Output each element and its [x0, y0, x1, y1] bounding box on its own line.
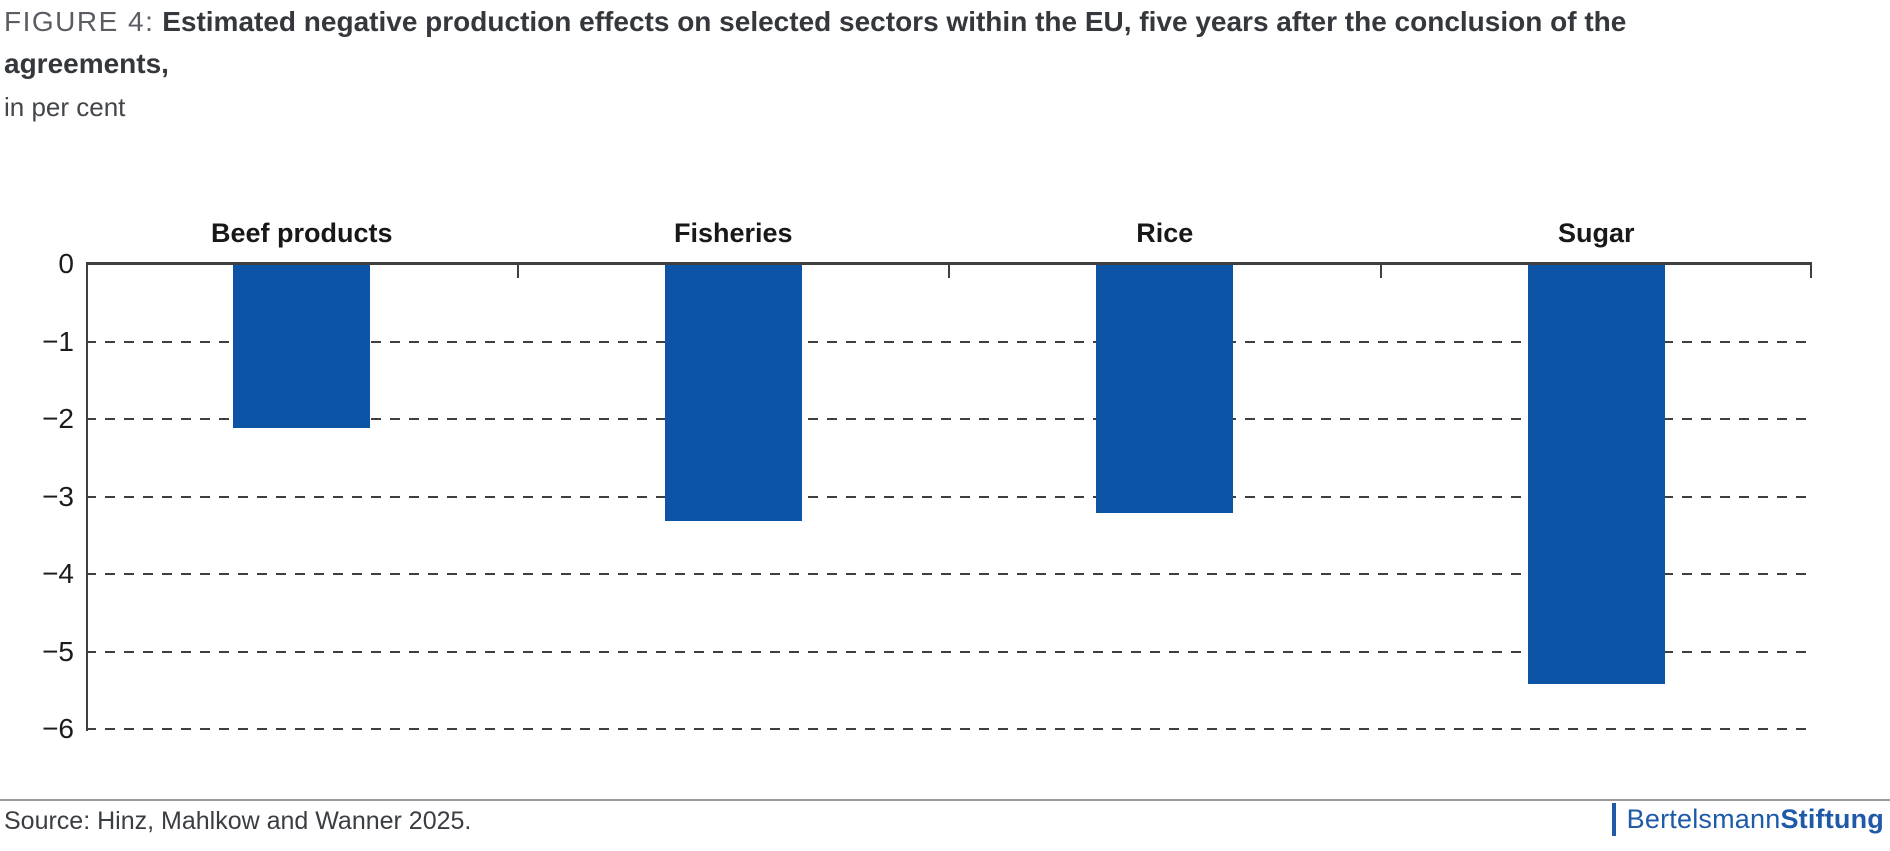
gridline-6 — [86, 728, 1812, 730]
y-tick-label: −1 — [42, 325, 74, 357]
gridline-2 — [86, 418, 1812, 420]
bar-beef-products — [233, 265, 371, 428]
category-label-sugar: Sugar — [1557, 218, 1635, 248]
category-label-rice: Rice — [1136, 218, 1194, 248]
gridline-1 — [86, 340, 1812, 343]
logo-brand-bold: Stiftung — [1780, 804, 1884, 834]
bertelsmann-stiftung-logo: BertelsmannStiftung — [1611, 803, 1884, 836]
footer-divider — [0, 799, 1890, 801]
bar-rice — [1096, 265, 1234, 513]
gridline-4 — [86, 573, 1812, 575]
figure-title-block: FIGURE 4: Estimated negative production … — [4, 1, 1779, 122]
axis-tick — [1379, 265, 1382, 278]
y-tick-label: −3 — [42, 480, 74, 512]
figure-title: Estimated negative production effects on… — [4, 6, 1627, 79]
gridline-5 — [86, 650, 1812, 653]
bar-sugar — [1527, 265, 1665, 684]
logo-brand: Bertelsmann — [1626, 804, 1781, 834]
source-note: Source: Hinz, Mahlkow and Wanner 2025. — [4, 807, 472, 835]
y-tick-label: −4 — [42, 558, 74, 589]
logo-text: BertelsmannStiftung — [1627, 804, 1884, 835]
y-tick-label: −5 — [42, 635, 74, 667]
y-tick-label: 0 — [58, 248, 74, 279]
axis-tick — [516, 265, 519, 278]
figure-subtitle: in per cent — [4, 92, 126, 122]
x-axis-line — [86, 262, 1812, 265]
gridline-3 — [86, 495, 1812, 498]
category-label-fisheries: Fisheries — [673, 218, 793, 248]
logo-bar-icon — [1611, 803, 1616, 836]
figure-title-line: FIGURE 4: Estimated negative production … — [4, 1, 1779, 84]
figure-number-label: FIGURE 4: — [4, 6, 155, 37]
axis-end-hook — [1810, 262, 1812, 278]
category-label-beef-products: Beef products — [210, 218, 393, 248]
y-tick-label: −2 — [42, 403, 74, 434]
y-tick-label: −6 — [42, 713, 74, 744]
bar-fisheries — [664, 265, 802, 521]
y-axis-line — [86, 262, 88, 731]
axis-tick — [948, 265, 950, 278]
